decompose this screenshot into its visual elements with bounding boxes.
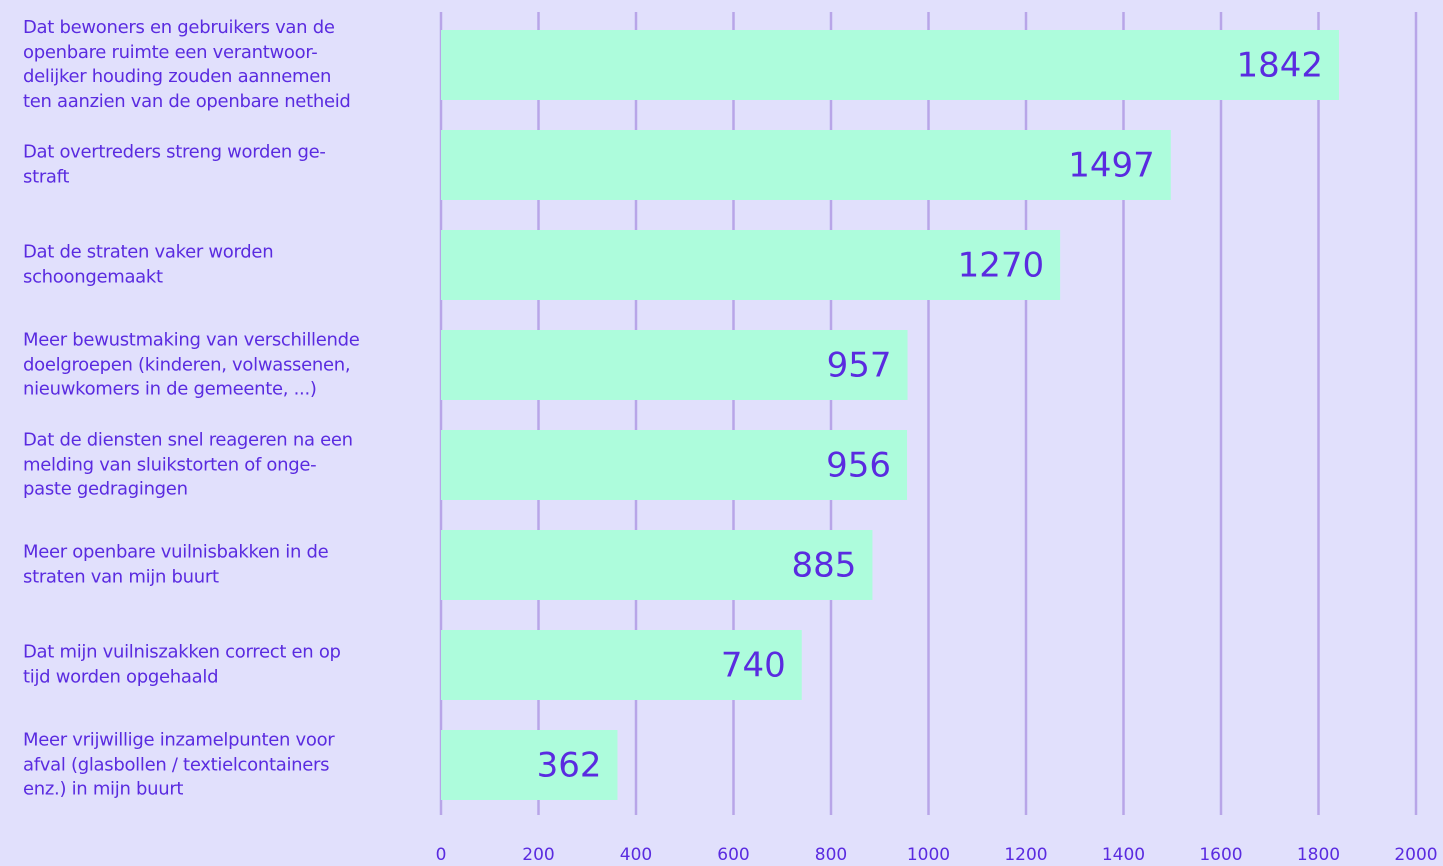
x-tick-label: 1400	[1102, 845, 1145, 865]
bar	[441, 630, 802, 700]
value-label: 1842	[1236, 46, 1323, 86]
x-tick-label: 0	[436, 845, 447, 865]
category-label: Dat de diensten snel reageren na een mel…	[23, 429, 353, 500]
x-tick-label: 1600	[1199, 845, 1242, 865]
value-label: 957	[827, 346, 892, 386]
bar	[441, 530, 873, 600]
category-label: Dat bewoners en gebruikers van de openba…	[23, 17, 351, 112]
bar	[441, 230, 1061, 300]
bar	[441, 130, 1171, 200]
value-label: 956	[826, 446, 891, 486]
category-label: Meer vrijwillige inzamelpunten voor afva…	[23, 729, 335, 800]
value-label: 362	[537, 746, 602, 786]
x-tick-label: 200	[522, 845, 554, 865]
category-label: Dat overtreders streng worden ge- straft	[23, 141, 326, 188]
bar	[441, 730, 618, 800]
value-label: 1497	[1068, 146, 1155, 186]
x-tick-label: 800	[815, 845, 847, 865]
value-label: 885	[792, 546, 857, 586]
x-tick-label: 2000	[1394, 845, 1437, 865]
x-tick-label: 600	[717, 845, 749, 865]
bar	[441, 430, 908, 500]
category-label: Dat de straten vaker worden schoongemaak…	[23, 241, 274, 288]
bar	[441, 30, 1339, 100]
bar	[441, 330, 908, 400]
value-label: 1270	[958, 246, 1045, 286]
value-label: 740	[721, 646, 786, 686]
x-tick-label: 400	[620, 845, 652, 865]
x-tick-label: 1800	[1297, 845, 1340, 865]
x-tick-label: 1200	[1004, 845, 1047, 865]
x-tick-label: 1000	[907, 845, 950, 865]
category-label: Meer bewustmaking van verschillende doel…	[23, 329, 360, 400]
category-label: Meer openbare vuilnisbakken in de strate…	[23, 541, 329, 588]
category-label: Dat mijn vuilniszakken correct en op tij…	[23, 641, 341, 688]
